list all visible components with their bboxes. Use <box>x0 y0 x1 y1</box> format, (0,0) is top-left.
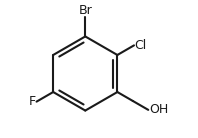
Text: F: F <box>29 95 36 108</box>
Text: Br: Br <box>78 4 92 17</box>
Text: Cl: Cl <box>135 39 147 52</box>
Text: OH: OH <box>149 103 168 116</box>
